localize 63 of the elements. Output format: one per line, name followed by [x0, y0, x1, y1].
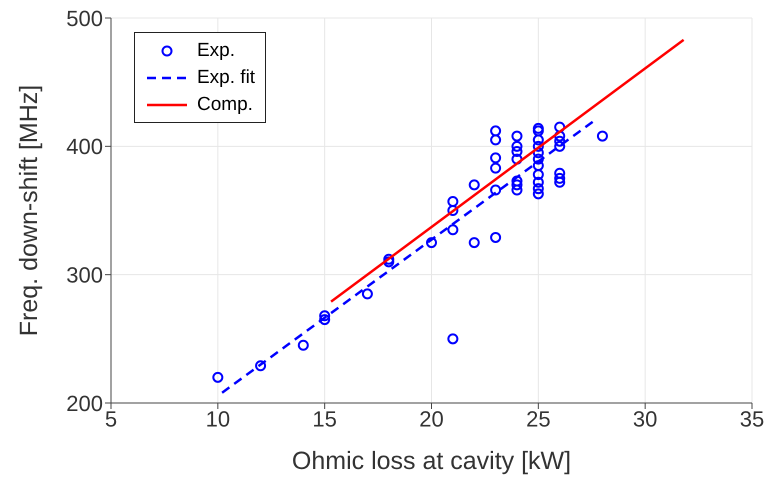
x-tick-label: 20 — [419, 406, 444, 432]
point — [532, 176, 544, 188]
legend-label: Exp. fit — [197, 66, 256, 88]
point — [447, 205, 458, 216]
point — [490, 184, 502, 196]
point — [468, 179, 480, 190]
point — [490, 134, 502, 146]
x-tick-label: 30 — [632, 406, 658, 432]
point — [532, 188, 544, 200]
point — [511, 130, 522, 142]
point — [596, 130, 608, 142]
point — [426, 237, 437, 248]
y-tick-label: 300 — [66, 262, 103, 288]
point — [468, 237, 480, 248]
point — [554, 176, 566, 188]
point — [511, 154, 522, 165]
legend-label: Exp. — [197, 40, 236, 62]
point — [532, 122, 544, 134]
point — [554, 136, 566, 147]
point — [511, 140, 522, 152]
point — [319, 314, 330, 326]
point — [532, 125, 544, 136]
x-tick-label: 25 — [526, 406, 551, 432]
point — [532, 140, 544, 152]
point — [490, 125, 502, 136]
y-axis-title: Freq. down-shift [MHz] — [14, 84, 43, 336]
x-tick-label: 35 — [740, 406, 764, 432]
point — [362, 288, 373, 300]
point — [298, 340, 309, 351]
point — [532, 183, 544, 194]
x-axis-title: Ohmic loss at cavity [kW] — [292, 447, 572, 475]
point — [532, 160, 544, 172]
y-tick-label: 500 — [66, 6, 103, 31]
legend-label: Comp. — [197, 94, 253, 116]
point — [554, 122, 566, 133]
point — [532, 134, 544, 146]
point — [447, 196, 458, 208]
point — [511, 146, 522, 157]
point — [490, 152, 502, 164]
point — [490, 232, 502, 243]
point — [511, 175, 522, 186]
point — [490, 162, 502, 174]
point — [554, 130, 566, 142]
point — [554, 140, 566, 152]
point — [532, 169, 544, 180]
point — [212, 372, 224, 383]
point — [447, 333, 458, 344]
point — [383, 256, 394, 268]
y-tick-label: 200 — [66, 390, 103, 416]
point — [383, 254, 394, 265]
point — [255, 360, 266, 372]
point — [532, 154, 544, 165]
point — [511, 184, 522, 196]
point — [554, 172, 566, 184]
x-tick-label: 15 — [312, 406, 337, 432]
x-tick-label: 10 — [206, 406, 230, 432]
point — [532, 147, 544, 158]
point — [511, 179, 522, 190]
x-tick-label: 5 — [104, 406, 118, 432]
point — [554, 168, 566, 179]
y-tick-label: 400 — [66, 134, 103, 160]
point — [447, 224, 458, 236]
point — [319, 310, 330, 322]
